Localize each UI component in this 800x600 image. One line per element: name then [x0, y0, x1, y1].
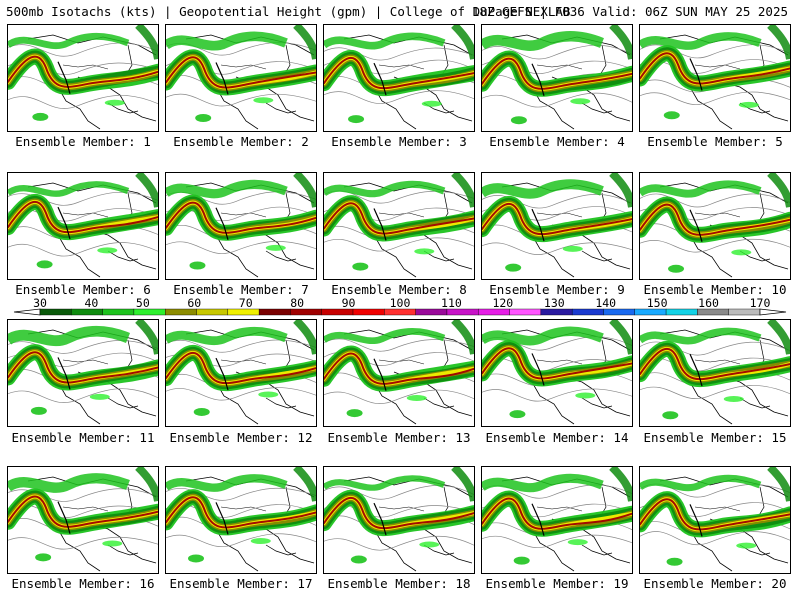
ensemble-member-caption: Ensemble Member: 1 [15, 134, 151, 149]
ensemble-member-caption: Ensemble Member: 7 [173, 282, 309, 297]
ensemble-member-map [481, 172, 633, 280]
ensemble-member-caption: Ensemble Member: 19 [485, 576, 629, 591]
ensemble-member-map [323, 172, 475, 280]
ensemble-member-map [7, 24, 159, 132]
wind-map-graphic [324, 467, 474, 572]
wind-map-graphic [166, 320, 316, 425]
colorbar-tick-label: 160 [698, 296, 719, 310]
ensemble-member-map [323, 24, 475, 132]
colorbar-tick-label: 140 [595, 296, 617, 310]
wind-map-graphic [482, 467, 632, 572]
wind-map-graphic [8, 467, 158, 572]
wind-map-graphic [640, 467, 790, 572]
ensemble-member-caption: Ensemble Member: 14 [485, 430, 629, 445]
ensemble-member-map [7, 319, 159, 427]
ensemble-member-map [7, 172, 159, 280]
header-title: 500mb Isotachs (kts) | Geopotential Heig… [6, 4, 571, 19]
wind-map-graphic [8, 25, 158, 130]
colorbar-tick-label: 50 [135, 296, 150, 310]
wind-map-graphic [482, 320, 632, 425]
ensemble-member-map [639, 466, 791, 574]
colorbar-tick-label: 110 [441, 296, 462, 310]
wind-map-graphic [640, 173, 790, 278]
ensemble-member-caption: Ensemble Member: 4 [489, 134, 625, 149]
ensemble-member-map [165, 319, 317, 427]
ensemble-member-caption: Ensemble Member: 20 [643, 576, 787, 591]
wind-map-graphic [482, 173, 632, 278]
wind-map-graphic [166, 173, 316, 278]
colorbar-tick-label: 90 [341, 296, 356, 310]
wind-map-graphic [640, 25, 790, 130]
ensemble-member-caption: Ensemble Member: 16 [11, 576, 155, 591]
wind-map-graphic [324, 173, 474, 278]
ensemble-member-map [165, 172, 317, 280]
ensemble-member-caption: Ensemble Member: 17 [169, 576, 313, 591]
colorbar-tick-label: 70 [238, 296, 253, 310]
ensemble-member-map [481, 24, 633, 132]
ensemble-member-map [7, 466, 159, 574]
wind-map-graphic [166, 25, 316, 130]
wind-map-graphic [166, 467, 316, 572]
ensemble-member-caption: Ensemble Member: 9 [489, 282, 625, 297]
colorbar-tick-label: 40 [84, 296, 99, 310]
ensemble-member-caption: Ensemble Member: 5 [647, 134, 783, 149]
ensemble-member-caption: Ensemble Member: 18 [327, 576, 471, 591]
ensemble-member-map [165, 24, 317, 132]
ensemble-member-caption: Ensemble Member: 10 [643, 282, 787, 297]
ensemble-member-caption: Ensemble Member: 12 [169, 430, 313, 445]
ensemble-member-map [165, 466, 317, 574]
colorbar-tick-label: 100 [389, 296, 411, 310]
colorbar-tick-label: 130 [543, 296, 565, 310]
colorbar-tick-label: 120 [492, 296, 514, 310]
header-valid-time: 18Z GEFS | F036 Valid: 06Z SUN MAY 25 20… [471, 4, 788, 19]
colorbar-tick-label: 80 [290, 296, 305, 310]
ensemble-member-map [323, 466, 475, 574]
wind-map-graphic [324, 320, 474, 425]
wind-map-graphic [324, 25, 474, 130]
ensemble-member-map [639, 319, 791, 427]
ensemble-member-map [639, 172, 791, 280]
colorbar-tick-label: 60 [187, 296, 202, 310]
wind-map-graphic [640, 320, 790, 425]
ensemble-member-caption: Ensemble Member: 8 [331, 282, 467, 297]
ensemble-member-map [481, 319, 633, 427]
ensemble-member-caption: Ensemble Member: 15 [643, 430, 787, 445]
ensemble-member-caption: Ensemble Member: 2 [173, 134, 309, 149]
ensemble-member-caption: Ensemble Member: 13 [327, 430, 471, 445]
ensemble-member-map [323, 319, 475, 427]
wind-speed-colorbar [13, 308, 787, 316]
wind-map-graphic [8, 320, 158, 425]
colorbar-tick-label: 170 [749, 296, 771, 310]
ensemble-member-map [639, 24, 791, 132]
ensemble-member-caption: Ensemble Member: 6 [15, 282, 151, 297]
colorbar-tick-label: 150 [646, 296, 668, 310]
wind-map-graphic [482, 25, 632, 130]
wind-map-graphic [8, 173, 158, 278]
colorbar-tick-label: 30 [33, 296, 47, 310]
ensemble-member-caption: Ensemble Member: 3 [331, 134, 467, 149]
ensemble-member-caption: Ensemble Member: 11 [11, 430, 155, 445]
ensemble-member-map [481, 466, 633, 574]
